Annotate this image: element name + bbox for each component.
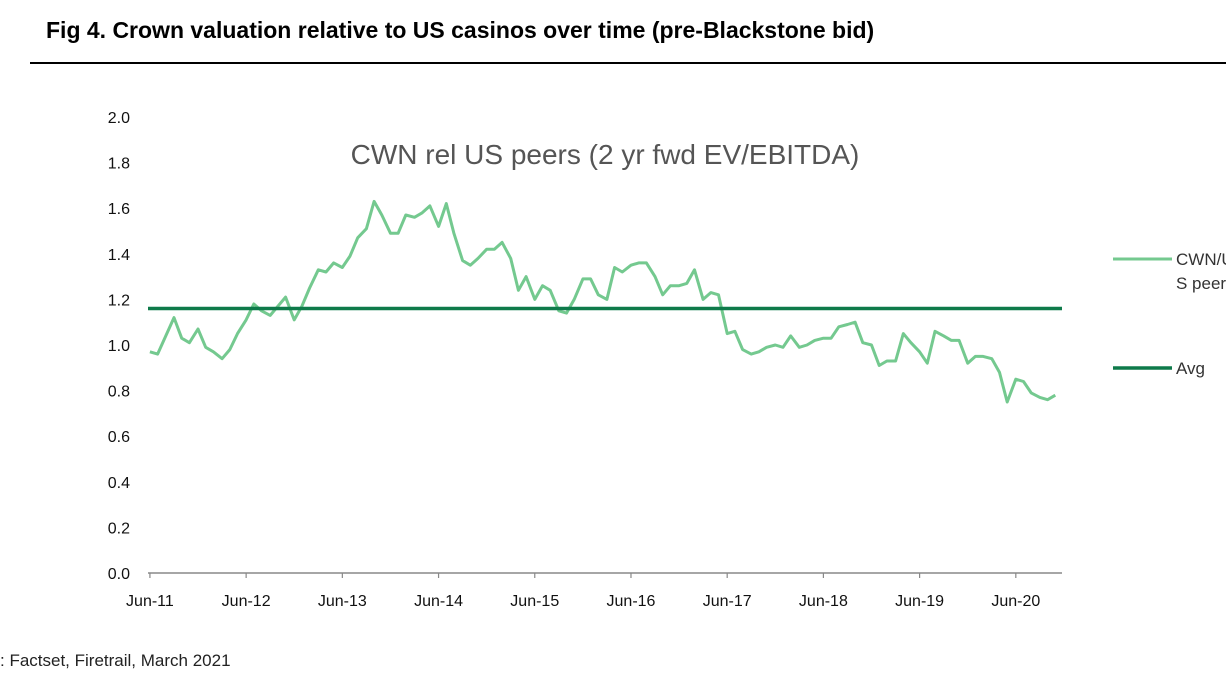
x-tick-label: Jun-12 <box>222 593 271 610</box>
x-tick-label: Jun-20 <box>991 593 1040 610</box>
x-tick-label: Jun-16 <box>607 593 656 610</box>
figure-title: Fig 4. Crown valuation relative to US ca… <box>46 17 875 43</box>
y-tick-label: 0.6 <box>108 429 130 446</box>
legend: CWN/U S peers Avg <box>1113 250 1226 378</box>
y-tick-label: 1.4 <box>108 247 130 264</box>
y-tick-label: 1.6 <box>108 201 130 218</box>
x-tick-label: Jun-13 <box>318 593 367 610</box>
chart-title: CWN rel US peers (2 yr fwd EV/EBITDA) <box>351 139 860 170</box>
x-tick-label: Jun-15 <box>510 593 559 610</box>
y-tick-label: 1.2 <box>108 292 130 309</box>
legend-label-cwn-us-peers: CWN/U <box>1176 250 1226 269</box>
source-note: : Factset, Firetrail, March 2021 <box>0 651 231 670</box>
y-tick-label: 2.0 <box>108 110 130 127</box>
x-tick-label: Jun-17 <box>703 593 752 610</box>
y-tick-label: 0.0 <box>108 566 130 583</box>
legend-label-avg: Avg <box>1176 359 1205 378</box>
y-axis-ticks: 0.0 0.2 0.4 0.6 0.8 1.0 1.2 1.4 1.6 1.8 2.0 <box>108 110 130 583</box>
y-tick-label: 0.4 <box>108 475 130 492</box>
legend-label-cwn-us-peers: S peers <box>1176 274 1226 293</box>
x-tick-label: Jun-14 <box>414 593 463 610</box>
y-tick-label: 0.8 <box>108 384 130 401</box>
title-rule <box>30 62 1226 64</box>
y-tick-label: 1.8 <box>108 156 130 173</box>
y-tick-label: 1.0 <box>108 338 130 355</box>
y-tick-label: 0.2 <box>108 520 130 537</box>
x-tick-label: Jun-11 <box>126 593 174 610</box>
x-tick-label: Jun-18 <box>799 593 848 610</box>
x-tick-label: Jun-19 <box>895 593 944 610</box>
x-axis-ticks: Jun-11 Jun-12 Jun-13 Jun-14 Jun-15 Jun-16 Jun-… <box>126 573 1040 610</box>
plot-area <box>148 199 1062 404</box>
series-line-cwn-us-peers <box>149 199 1057 404</box>
